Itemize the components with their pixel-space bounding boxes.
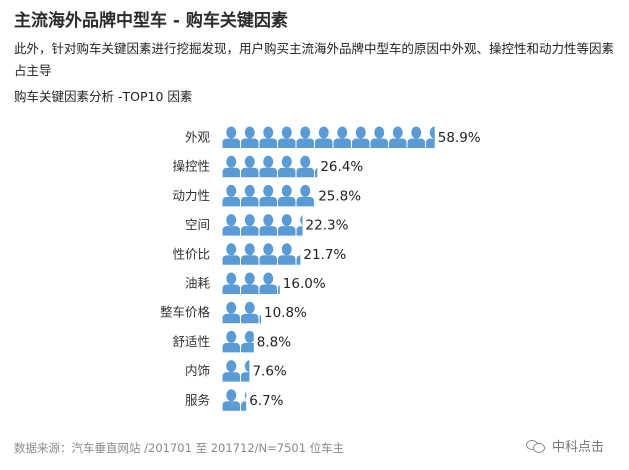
person-icon <box>241 184 259 207</box>
value-label: 6.7% <box>249 393 283 409</box>
person-icon <box>259 126 277 148</box>
person-icon <box>296 126 314 148</box>
chart-row: 动力性 25.8% <box>172 184 361 207</box>
pictograph-bar <box>222 126 435 148</box>
chart-row: 操控性 26.4% <box>172 155 363 178</box>
pictograph-bar <box>222 243 301 265</box>
value-label: 58.9% <box>438 130 481 146</box>
pictograph-bar <box>222 155 318 178</box>
person-icon <box>278 285 280 294</box>
chart-subtitle: 购车关键因素分析 -TOP10 因素 <box>14 89 193 104</box>
person-icon <box>241 126 259 148</box>
pictograph-bar <box>222 389 247 411</box>
value-label: 7.6% <box>252 364 286 380</box>
chart-row: 油耗 16.0% <box>185 272 326 294</box>
value-label: 25.8% <box>318 188 361 204</box>
category-label: 空间 <box>185 217 210 232</box>
watermark: 中科点击 <box>526 436 604 455</box>
pictograph-bar <box>222 360 250 382</box>
person-icon <box>241 360 250 382</box>
category-label: 油耗 <box>185 276 211 291</box>
person-icon <box>259 214 277 236</box>
category-label: 性价比 <box>172 246 210 261</box>
value-label: 10.8% <box>264 305 307 321</box>
chart-row: 服务 6.7% <box>185 389 284 411</box>
person-icon <box>222 389 240 411</box>
person-icon <box>241 155 259 178</box>
person-icon <box>222 360 240 382</box>
chart-row: 外观 58.9% <box>185 126 481 148</box>
person-icon <box>296 215 303 236</box>
pictograph-bar <box>222 184 316 207</box>
person-icon <box>426 126 435 148</box>
chart-row: 内饰 7.6% <box>185 360 287 382</box>
person-icon <box>389 126 407 148</box>
person-icon <box>222 330 240 353</box>
person-icon <box>259 184 277 207</box>
wechat-icon <box>526 438 546 454</box>
person-icon <box>222 272 240 294</box>
chart-row: 整车价格 10.8% <box>160 301 307 324</box>
person-icon <box>241 214 259 236</box>
person-icon <box>222 301 240 324</box>
pictograph-bar <box>222 301 262 324</box>
person-icon <box>315 168 318 178</box>
description-text: 此外，针对购车关键因素进行挖掘发现，用户购买主流海外品牌中型车的原因中外观、操控… <box>14 41 615 78</box>
person-icon <box>222 214 240 236</box>
pictograph-bar <box>222 272 280 294</box>
person-icon <box>241 301 259 324</box>
person-icon <box>222 155 240 178</box>
person-icon <box>296 184 314 207</box>
category-label: 外观 <box>185 130 211 145</box>
person-icon <box>259 272 277 294</box>
person-icon <box>333 126 351 148</box>
category-label: 操控性 <box>172 159 210 174</box>
person-icon <box>352 126 370 148</box>
chart-row: 性价比 21.7% <box>172 243 346 265</box>
chart-row: 空间 22.3% <box>185 214 349 236</box>
watermark-text: 中科点击 <box>552 440 605 455</box>
person-icon <box>407 126 425 148</box>
value-label: 22.3% <box>306 218 349 234</box>
person-icon <box>278 155 296 178</box>
chart-row: 舒适性 8.8% <box>172 330 291 353</box>
person-icon <box>278 243 296 265</box>
data-source-text: 数据来源：汽车垂直网站 /201701 至 201712/N=7501 位车主 <box>14 441 345 455</box>
person-icon <box>296 247 301 265</box>
person-icon <box>259 243 277 265</box>
value-label: 8.8% <box>257 334 291 350</box>
person-icon <box>259 155 277 178</box>
person-icon <box>315 199 316 207</box>
category-label: 内饰 <box>185 363 210 378</box>
person-icon <box>259 314 262 324</box>
category-label: 舒适性 <box>172 334 210 349</box>
person-icon <box>278 214 296 236</box>
person-icon <box>241 272 259 294</box>
person-icon <box>222 126 240 148</box>
person-icon <box>241 330 254 353</box>
pictograph-bar <box>222 214 303 236</box>
person-icon <box>278 126 296 148</box>
person-icon <box>222 184 240 207</box>
pictograph-bar-chart: 外观 58.9% 操控性 26.4% 动力性 25.8% 空间 22.3% 性价比 21.7% 油耗… <box>160 126 481 411</box>
person-icon <box>296 155 314 178</box>
person-icon <box>370 126 388 148</box>
person-icon <box>241 243 259 265</box>
category-label: 服务 <box>185 392 210 407</box>
person-icon <box>222 243 240 265</box>
pictograph-bar <box>222 330 254 353</box>
person-icon <box>315 126 333 148</box>
category-label: 整车价格 <box>160 305 211 320</box>
value-label: 21.7% <box>303 247 346 263</box>
category-label: 动力性 <box>172 188 210 203</box>
value-label: 16.0% <box>283 276 326 292</box>
page-title: 主流海外品牌中型车 - 购车关键因素 <box>14 11 288 31</box>
person-icon <box>241 391 247 411</box>
value-label: 26.4% <box>320 159 363 175</box>
person-icon <box>278 184 296 207</box>
